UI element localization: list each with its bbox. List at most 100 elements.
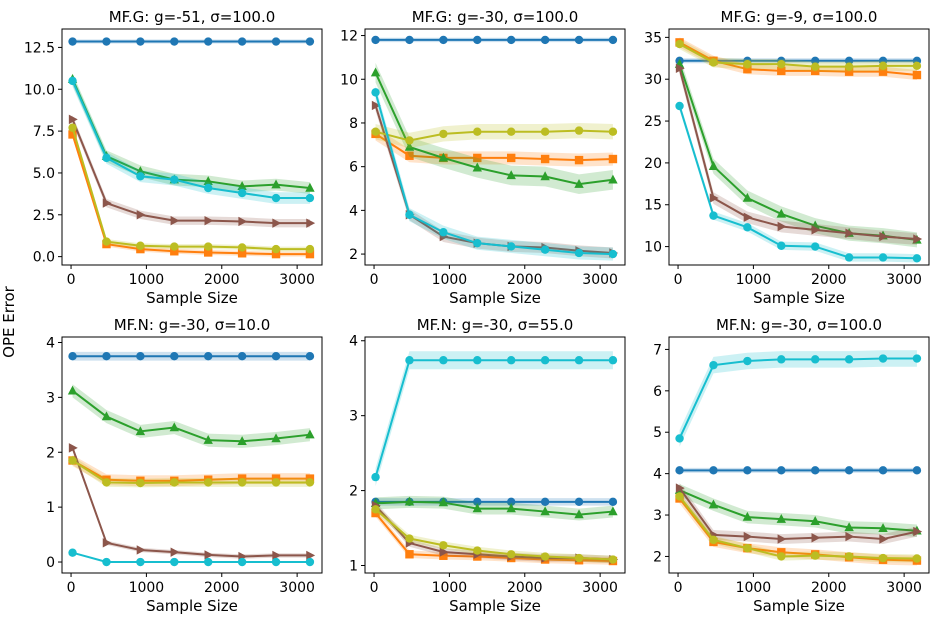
axes-frame [668, 28, 930, 266]
chart-panel-5: MF.N: g=-30, σ=55.0 0 1000 2000 3000 1 2 3 4 Samp… [349, 316, 626, 615]
y-tick-label: 7 [653, 342, 662, 358]
x-tick-label: 3000 [582, 580, 618, 596]
data-point [371, 100, 381, 111]
x-tick-label: 3000 [886, 272, 922, 288]
data-point [405, 534, 414, 543]
data-point [405, 550, 414, 559]
data-point [204, 215, 214, 226]
y-tick-label: 20 [644, 156, 662, 172]
x-tick-label: 2000 [507, 272, 543, 288]
y-tick-label: 2.5 [33, 208, 55, 224]
data-point [473, 35, 482, 45]
y-tick-label: 2 [349, 484, 358, 500]
confidence-band [679, 37, 917, 81]
x-axis-label: Sample Size [753, 597, 845, 615]
data-point [507, 356, 516, 365]
x-tick-label: 3000 [279, 580, 315, 596]
data-point [608, 506, 618, 516]
data-point [305, 182, 315, 192]
data-point [203, 176, 213, 186]
data-point [675, 39, 684, 49]
data-point [68, 76, 77, 86]
y-tick-label: 3 [349, 409, 358, 425]
chart-title: MF.G: g=-51, σ=100.0 [109, 8, 276, 26]
data-point [204, 557, 213, 567]
chart-title: MF.G: g=-9, σ=100.0 [721, 8, 878, 26]
data-point [237, 249, 247, 258]
data-point [271, 37, 281, 46]
data-point [709, 58, 718, 67]
data-point [574, 126, 584, 135]
data-point [405, 136, 414, 145]
data-point [237, 436, 247, 445]
y-tick-label: 5.0 [33, 166, 55, 182]
data-point [271, 478, 281, 487]
series-1 [68, 37, 315, 46]
series-5 [68, 123, 315, 254]
data-point [709, 193, 719, 203]
data-point [675, 63, 685, 74]
data-point [102, 352, 111, 361]
data-point [608, 249, 618, 259]
data-point [844, 552, 854, 561]
data-point [473, 356, 482, 365]
chart-title: MF.N: g=-30, σ=55.0 [417, 316, 574, 334]
axes-frame [668, 336, 930, 574]
chart-title: MF.G: g=-30, σ=100.0 [412, 8, 579, 26]
data-point [305, 478, 315, 487]
data-point [170, 175, 179, 184]
series-line [71, 389, 311, 443]
data-point [170, 37, 179, 46]
x-tick-label: 0 [370, 272, 379, 288]
data-point [472, 503, 482, 513]
data-point [439, 547, 449, 557]
data-point [370, 67, 381, 77]
data-point [708, 499, 719, 509]
y-tick-label: 25 [644, 114, 662, 130]
data-point [371, 88, 380, 97]
y-tick-label: 6 [349, 160, 358, 176]
data-point [811, 551, 820, 560]
series-3 [67, 384, 315, 448]
series-line [374, 92, 613, 256]
chart-title: MF.N: g=-30, σ=10.0 [114, 316, 271, 334]
y-tick-label: 7.5 [33, 124, 55, 140]
data-point [878, 253, 888, 262]
data-point [879, 231, 889, 242]
y-tick-label: 5 [653, 425, 662, 441]
series-5 [675, 492, 922, 563]
data-point [776, 208, 786, 218]
data-point [439, 551, 448, 560]
data-point [203, 434, 213, 444]
data-point [271, 352, 281, 361]
data-point [709, 466, 718, 475]
data-point [912, 254, 922, 263]
y-tick-label: 10 [340, 72, 358, 88]
series-line [375, 500, 614, 516]
data-point [237, 352, 247, 361]
data-point [271, 179, 281, 189]
data-point [170, 557, 179, 567]
data-point [844, 355, 854, 364]
data-point [439, 356, 448, 365]
data-point [574, 356, 584, 365]
series-line [678, 68, 918, 241]
series-line [72, 459, 310, 484]
data-point [811, 56, 820, 66]
data-point [574, 248, 584, 258]
chart-panel-3: MF.G: g=-9, σ=100.0 0 1000 2000 3000 10 15 20 25… [644, 8, 930, 307]
data-point [878, 523, 888, 532]
x-tick-label: 0 [674, 272, 683, 288]
figure-ylabel: OPE Error [0, 285, 18, 357]
confidence-band [375, 122, 613, 149]
x-tick-label: 2000 [507, 580, 543, 596]
y-tick-label: 10 [644, 240, 662, 256]
data-point [709, 535, 718, 545]
confidence-band [72, 384, 310, 448]
axes-frame [61, 336, 323, 574]
series-line [374, 359, 613, 478]
data-point [675, 483, 685, 493]
series-1 [371, 35, 618, 45]
data-point [507, 153, 516, 163]
data-point [507, 497, 516, 507]
